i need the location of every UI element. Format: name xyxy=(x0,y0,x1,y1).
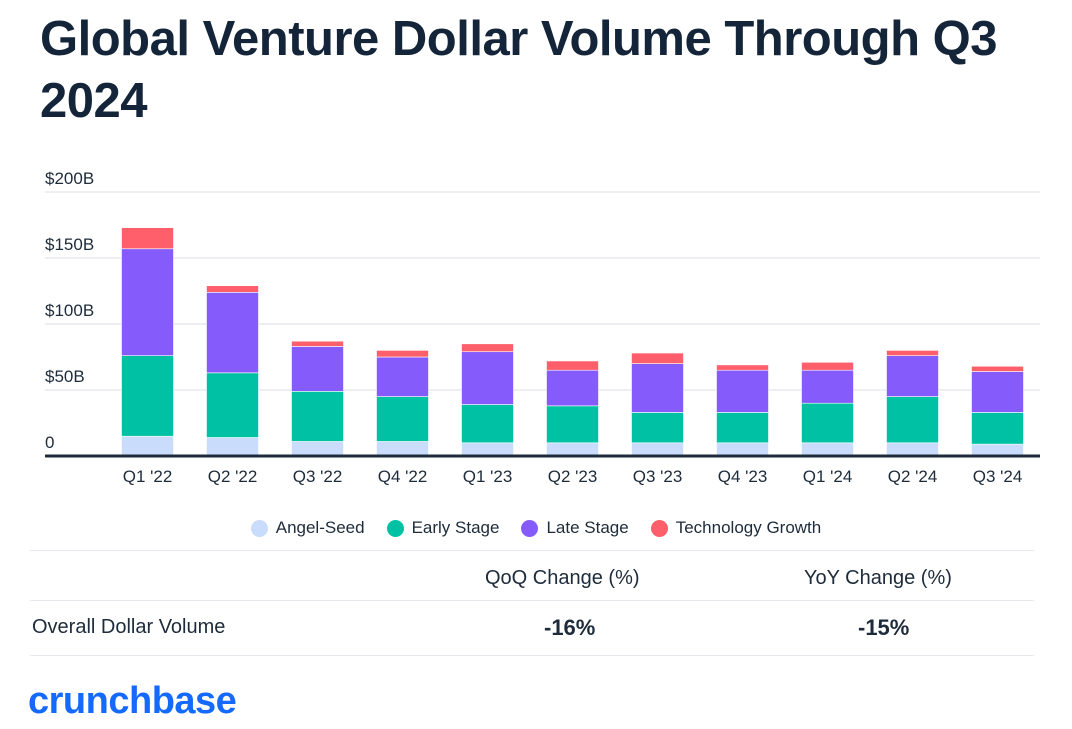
legend-item-early-stage: Early Stage xyxy=(386,518,500,538)
x-tick-label: Q3 '23 xyxy=(633,467,683,486)
qoq-value: -16% xyxy=(544,615,596,640)
bar-segment-early-stage xyxy=(886,396,939,444)
legend-label: Technology Growth xyxy=(675,518,822,537)
stacked-bar-chart: 0 $50B $100B $150B $200B Q1 '22 Q2 '22 Q3 '22 Q4… xyxy=(45,169,1040,486)
bar-segment-angel-seed xyxy=(376,441,429,457)
x-tick-label: Q2 '22 xyxy=(208,467,258,486)
bar-segment-early-stage xyxy=(206,372,259,438)
legend-item-late-stage: Late Stage xyxy=(521,518,629,538)
bar-segment-angel-seed xyxy=(801,442,854,457)
bar-segment-early-stage xyxy=(376,396,429,442)
bar-segment-angel-seed xyxy=(121,435,174,457)
bar-segment-late-stage xyxy=(376,356,429,397)
bar-segment-early-stage xyxy=(291,391,344,442)
bar-segment-early-stage xyxy=(461,404,514,444)
crunchbase-logo: crunchbase xyxy=(28,680,237,722)
bar-segment-late-stage xyxy=(206,292,259,374)
bar-segment-early-stage xyxy=(546,405,599,444)
bar-segment-late-stage xyxy=(546,369,599,407)
bar-segment-technology-growth xyxy=(971,365,1024,372)
bar-segment-angel-seed xyxy=(546,442,599,457)
bar-segment-late-stage xyxy=(631,363,684,413)
legend-label: Early Stage xyxy=(411,518,500,537)
table-header: QoQ Change (%) YoY Change (%) xyxy=(30,550,1034,601)
bar-segment-late-stage xyxy=(121,248,174,356)
legend-label: Late Stage xyxy=(546,518,629,537)
yoy-header: YoY Change (%) xyxy=(804,567,952,589)
bar-segment-technology-growth xyxy=(546,360,599,371)
bar-segment-late-stage xyxy=(801,369,854,404)
y-tick-label: $100B xyxy=(45,301,94,320)
y-tick-label: $150B xyxy=(45,235,94,254)
qoq-header: QoQ Change (%) xyxy=(485,567,640,589)
bar-segment-technology-growth xyxy=(376,350,429,358)
page-title: Global Venture Dollar Volume Through Q3 … xyxy=(40,12,997,128)
bar-segment-technology-growth xyxy=(886,350,939,356)
legend-swatch xyxy=(250,519,268,537)
bar-segment-late-stage xyxy=(886,355,939,397)
bar-segment-early-stage xyxy=(716,412,769,444)
y-tick-label: $200B xyxy=(45,169,94,188)
bar-segment-early-stage xyxy=(631,412,684,444)
x-tick-label: Q2 '24 xyxy=(888,467,938,486)
legend: Angel-Seed Early Stage Late Stage Techno… xyxy=(0,518,1072,538)
legend-item-angel-seed: Angel-Seed xyxy=(250,518,365,538)
x-tick-label: Q3 '24 xyxy=(973,467,1023,486)
bar-segment-early-stage xyxy=(971,412,1024,445)
y-tick-label: 0 xyxy=(45,433,54,452)
bar-segment-late-stage xyxy=(716,369,769,413)
bar-segment-angel-seed xyxy=(886,442,939,457)
legend-item-technology-growth: Technology Growth xyxy=(650,518,822,538)
bar-segment-late-stage xyxy=(291,346,344,392)
legend-swatch xyxy=(521,519,539,537)
legend-swatch xyxy=(650,519,668,537)
bar-segment-technology-growth xyxy=(291,340,344,347)
bar-segment-late-stage xyxy=(971,371,1024,413)
y-tick-label: $50B xyxy=(45,367,85,386)
bar-segment-angel-seed xyxy=(971,443,1024,457)
x-tick-label: Q1 '24 xyxy=(803,467,853,486)
row-label: Overall Dollar Volume xyxy=(32,616,226,638)
legend-label: Angel-Seed xyxy=(275,518,365,537)
bar-segment-technology-growth xyxy=(461,343,514,353)
x-tick-label: Q4 '23 xyxy=(718,467,768,486)
yoy-value: -15% xyxy=(858,615,910,640)
legend-swatch xyxy=(386,519,404,537)
bar-segment-technology-growth xyxy=(121,227,174,250)
x-tick-label: Q4 '22 xyxy=(378,467,428,486)
bar-segment-angel-seed xyxy=(291,441,344,457)
bar-segment-technology-growth xyxy=(716,364,769,371)
bar-segment-angel-seed xyxy=(461,442,514,457)
bar-segment-angel-seed xyxy=(631,442,684,457)
bar-segment-angel-seed xyxy=(206,437,259,457)
table-row: Overall Dollar Volume -16% -15% xyxy=(30,600,1034,656)
x-tick-label: Q3 '22 xyxy=(293,467,343,486)
bar-segment-early-stage xyxy=(121,355,174,437)
bar-segment-early-stage xyxy=(801,402,854,444)
bar-segment-late-stage xyxy=(461,351,514,405)
bar-segment-angel-seed xyxy=(716,442,769,457)
x-tick-label: Q1 '23 xyxy=(463,467,513,486)
x-tick-label: Q2 '23 xyxy=(548,467,598,486)
x-tick-label: Q1 '22 xyxy=(123,467,173,486)
bar-segment-technology-growth xyxy=(801,361,854,371)
bar-segment-technology-growth xyxy=(206,285,259,293)
bar-segment-technology-growth xyxy=(631,352,684,364)
